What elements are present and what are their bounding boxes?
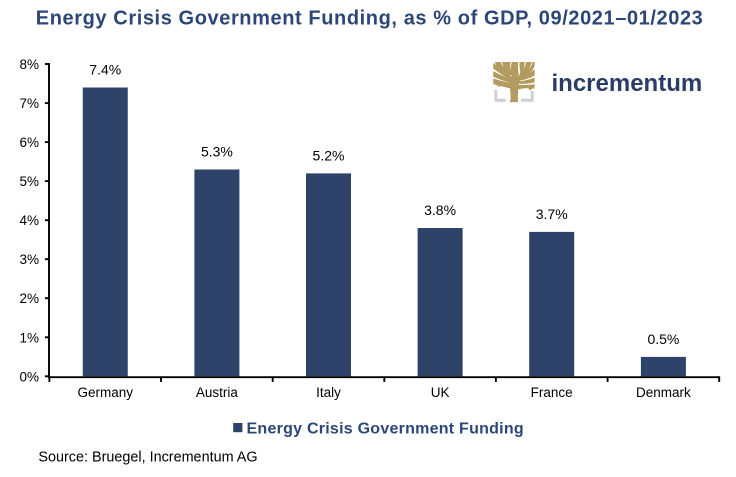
svg-text:Energy Crisis Government Fundi: Energy Crisis Government Funding <box>247 421 524 438</box>
svg-text:Italy: Italy <box>316 385 341 400</box>
svg-text:Germany: Germany <box>77 385 133 400</box>
svg-text:5%: 5% <box>19 174 39 189</box>
svg-text:7.4%: 7.4% <box>89 62 121 78</box>
svg-text:France: France <box>531 385 573 400</box>
svg-text:incrementum: incrementum <box>552 70 703 97</box>
svg-text:UK: UK <box>431 385 450 400</box>
svg-text:0.5%: 0.5% <box>647 331 679 347</box>
svg-text:Austria: Austria <box>196 385 239 400</box>
svg-text:Denmark: Denmark <box>636 385 691 400</box>
svg-text:6%: 6% <box>19 135 39 150</box>
svg-text:5.2%: 5.2% <box>313 148 345 164</box>
svg-text:7%: 7% <box>19 96 39 111</box>
svg-text:3.8%: 3.8% <box>424 202 456 218</box>
svg-text:3%: 3% <box>19 252 39 267</box>
svg-text:Energy Crisis Government Fundi: Energy Crisis Government Funding, as % o… <box>36 8 704 30</box>
svg-text:8%: 8% <box>19 57 39 72</box>
svg-text:0%: 0% <box>19 369 39 384</box>
svg-text:Source: Bruegel, Incrementum A: Source: Bruegel, Incrementum AG <box>38 450 257 466</box>
svg-text:5.3%: 5.3% <box>201 144 233 160</box>
svg-text:3.7%: 3.7% <box>536 206 568 222</box>
svg-text:1%: 1% <box>19 330 39 345</box>
svg-text:2%: 2% <box>19 291 39 306</box>
svg-text:4%: 4% <box>19 213 39 228</box>
